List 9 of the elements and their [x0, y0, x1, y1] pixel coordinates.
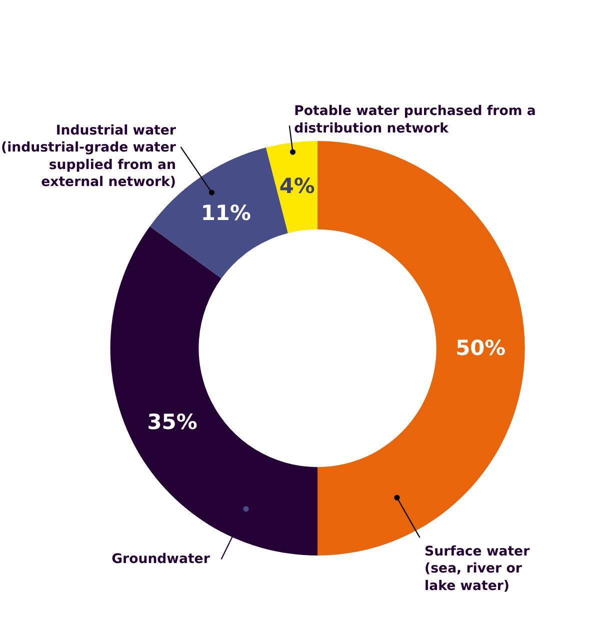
data-label: 11% [200, 201, 251, 226]
slice-label: Groundwater [112, 552, 210, 568]
donut-slice [266, 140, 318, 234]
data-label: 50% [456, 336, 506, 360]
data-label: 35% [147, 410, 198, 434]
slice-label: Industrial water (industrial-grade water supplied from an external network) [1, 124, 176, 190]
data-label: 4% [279, 174, 315, 198]
slice-label: Surface water (sea, river or lake water) [424, 544, 530, 594]
slice-label: Potable water purchased from a distribution network [294, 104, 536, 136]
